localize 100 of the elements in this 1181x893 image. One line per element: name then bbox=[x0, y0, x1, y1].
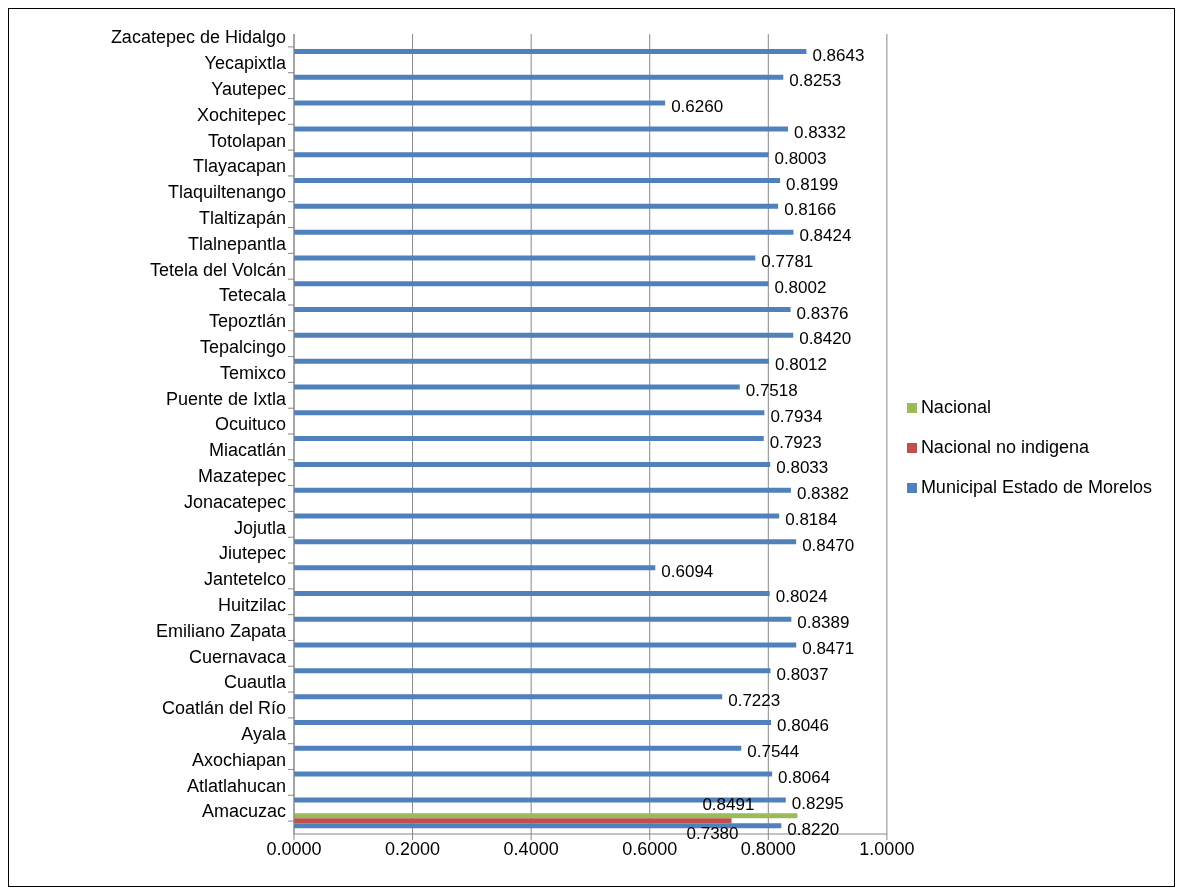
data-label: 0.8253 bbox=[789, 71, 842, 91]
y-tick-label: Zacatepec de Hidalgo bbox=[110, 27, 286, 48]
y-tick-label: Jojutla bbox=[233, 517, 287, 538]
y-tick-label: Puente de Ixtla bbox=[165, 388, 287, 409]
bar bbox=[294, 616, 792, 622]
x-tick-label: 0.2000 bbox=[385, 838, 441, 859]
y-tick-label: Jantetelco bbox=[203, 569, 286, 590]
data-label: 0.8199 bbox=[786, 174, 839, 194]
y-tick-label: Amacuzac bbox=[201, 801, 286, 822]
bar bbox=[294, 74, 784, 80]
data-label: 0.8064 bbox=[778, 768, 831, 788]
bar bbox=[294, 307, 791, 313]
data-label: 0.7934 bbox=[770, 406, 823, 426]
y-tick-label: Atlatlahucan bbox=[186, 775, 286, 796]
data-label: 0.8003 bbox=[774, 148, 827, 168]
y-tick-label: Tlaquiltenango bbox=[167, 182, 286, 203]
data-label: 0.8471 bbox=[802, 639, 855, 659]
data-label: 0.8166 bbox=[784, 200, 837, 220]
bar bbox=[294, 513, 780, 519]
x-tick-label: 0.6000 bbox=[622, 838, 678, 859]
bar bbox=[294, 49, 807, 54]
data-label: 0.8046 bbox=[777, 716, 830, 736]
bar bbox=[294, 565, 656, 571]
bar bbox=[294, 152, 769, 158]
bar bbox=[294, 461, 771, 467]
y-tick-label: Temixco bbox=[219, 362, 286, 383]
x-tick-label: 0.4000 bbox=[503, 838, 559, 859]
bar bbox=[294, 358, 770, 364]
bar bbox=[294, 178, 781, 184]
bar bbox=[294, 590, 770, 596]
bar bbox=[294, 539, 797, 545]
data-label: 0.6260 bbox=[671, 97, 724, 117]
data-label: 0.8033 bbox=[776, 458, 829, 478]
bar bbox=[294, 410, 765, 416]
y-tick-label: Huitzilac bbox=[217, 595, 286, 616]
y-tick-label: Cuernavaca bbox=[188, 646, 287, 667]
y-tick-label: Miacatlán bbox=[208, 440, 286, 461]
y-tick-label: Ocuituco bbox=[214, 414, 286, 435]
data-label: 0.8643 bbox=[812, 45, 865, 65]
legend-label: Nacional no indigena bbox=[920, 436, 1090, 457]
data-label: 0.7923 bbox=[769, 432, 822, 452]
data-label: 0.7544 bbox=[747, 742, 800, 762]
bar bbox=[294, 332, 794, 338]
data-label: 0.8184 bbox=[785, 510, 838, 530]
y-tick-label: Axochiapan bbox=[191, 749, 286, 770]
data-label: 0.7518 bbox=[745, 380, 798, 400]
legend-label: Municipal Estado de Morelos bbox=[920, 476, 1152, 497]
y-tick-label: Tetecala bbox=[218, 285, 287, 306]
y-tick-label: Jonacatepec bbox=[183, 491, 286, 512]
bar bbox=[294, 813, 798, 819]
bar bbox=[294, 436, 764, 442]
bar bbox=[294, 668, 771, 674]
data-label: 0.8012 bbox=[775, 355, 828, 375]
y-tick-label: Jiutepec bbox=[218, 543, 286, 564]
x-tick-label: 0.0000 bbox=[266, 838, 322, 859]
y-tick-label: Coatlán del Río bbox=[161, 698, 286, 719]
y-tick-label: Mazatepec bbox=[197, 466, 286, 486]
data-label: 0.8389 bbox=[797, 613, 850, 633]
y-tick-label: Ayala bbox=[241, 724, 287, 745]
data-label: 0.8002 bbox=[774, 277, 827, 297]
data-label: 0.8037 bbox=[776, 664, 829, 684]
y-tick-label: Cuautla bbox=[223, 672, 287, 693]
data-label: 0.8382 bbox=[796, 484, 849, 504]
bar bbox=[294, 203, 779, 209]
y-tick-label: Tepoztlán bbox=[208, 311, 286, 332]
y-tick-label: Tetela del Volcán bbox=[149, 259, 286, 280]
data-label: 0.8332 bbox=[793, 122, 846, 142]
bar bbox=[294, 100, 666, 106]
data-label: 0.8420 bbox=[799, 329, 852, 349]
bar bbox=[294, 487, 791, 493]
data-label: 0.7781 bbox=[761, 251, 814, 271]
data-label: 0.8376 bbox=[796, 303, 849, 323]
x-tick-label: 0.8000 bbox=[740, 838, 796, 859]
x-tick-label: 1.0000 bbox=[859, 838, 915, 859]
data-label: 0.7380 bbox=[686, 824, 739, 844]
data-label: 0.8470 bbox=[802, 535, 855, 555]
bar bbox=[294, 818, 732, 824]
bar bbox=[294, 384, 740, 390]
data-label: 0.8220 bbox=[787, 819, 840, 839]
data-label: 0.8295 bbox=[791, 793, 844, 813]
y-tick-label: Tepalcingo bbox=[199, 336, 286, 357]
bar bbox=[294, 255, 756, 261]
bar bbox=[294, 281, 769, 287]
data-label: 0.8424 bbox=[799, 226, 852, 246]
bar bbox=[294, 229, 794, 235]
bar bbox=[294, 745, 742, 751]
bar bbox=[294, 823, 782, 829]
bar bbox=[294, 771, 773, 777]
data-label: 0.7223 bbox=[728, 690, 781, 710]
data-label: 0.8024 bbox=[775, 587, 828, 607]
y-tick-label: Tlayacapan bbox=[192, 156, 286, 177]
y-tick-label: Tlalnepantla bbox=[187, 233, 287, 254]
y-tick-label: Yecapixtla bbox=[204, 53, 287, 74]
y-tick-label: Yautepec bbox=[211, 78, 286, 99]
bar bbox=[294, 126, 788, 132]
legend-label: Nacional bbox=[920, 396, 991, 417]
y-tick-label: Emiliano Zapata bbox=[155, 620, 287, 641]
bar bbox=[294, 694, 723, 700]
data-label: 0.6094 bbox=[661, 561, 714, 581]
y-tick-label: Tlaltizapán bbox=[198, 207, 286, 228]
